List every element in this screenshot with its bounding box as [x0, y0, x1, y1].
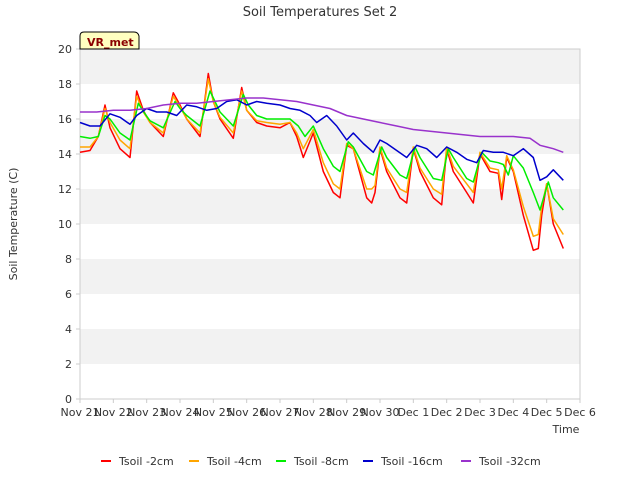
y-tick-label: 10: [58, 218, 72, 231]
background-band: [80, 364, 580, 399]
x-tick-label: Dec 3: [464, 406, 496, 419]
x-tick-label: Nov 21: [61, 406, 100, 419]
legend-label: Tsoil -8cm: [293, 455, 349, 468]
x-tick-label: Nov 24: [161, 406, 200, 419]
background-band: [80, 259, 580, 294]
y-tick-label: 14: [58, 148, 72, 161]
y-axis-label: Soil Temperature (C): [7, 168, 20, 281]
x-tick-label: Dec 6: [564, 406, 596, 419]
x-tick-label: Nov 29: [327, 406, 366, 419]
station-badge-label: VR_met: [87, 36, 134, 49]
background-band: [80, 189, 580, 224]
x-tick-label: Nov 25: [194, 406, 233, 419]
x-tick-label: Dec 4: [497, 406, 529, 419]
background-band: [80, 329, 580, 364]
legend-label: Tsoil -4cm: [206, 455, 262, 468]
series-line-tsoil-16cm: [79, 98, 564, 182]
y-tick-label: 8: [65, 253, 72, 266]
series-line-tsoil-32cm: [80, 97, 564, 154]
background-band: [80, 224, 580, 259]
y-tick-label: 16: [58, 113, 72, 126]
plot-background-bands: [80, 49, 580, 399]
x-tick-label: Nov 23: [127, 406, 166, 419]
y-tick-label: 18: [58, 78, 72, 91]
x-axis-label: Time: [552, 423, 580, 436]
legend-item: Tsoil -8cm: [276, 455, 349, 468]
x-tick-label: Nov 30: [361, 406, 400, 419]
legend-label: Tsoil -2cm: [118, 455, 174, 468]
legend-item: Tsoil -32cm: [461, 455, 541, 468]
x-tick-label: Nov 27: [261, 406, 300, 419]
x-tick-label: Dec 5: [531, 406, 563, 419]
legend-label: Tsoil -32cm: [478, 455, 541, 468]
y-axis-ticks: 0 2 4 6 8 10 12 14 16 18 20: [58, 43, 80, 406]
series-line-tsoil-4cm: [80, 78, 564, 238]
background-band: [80, 84, 580, 119]
y-tick-label: 2: [65, 358, 72, 371]
y-tick-label: 4: [65, 323, 72, 336]
background-band: [80, 49, 580, 84]
station-badge-box: [79, 31, 140, 50]
background-band: [80, 294, 580, 329]
series-line-tsoil-8cm: [79, 90, 564, 211]
x-tick-label: Dec 1: [397, 406, 429, 419]
chart-title: Soil Temperatures Set 2: [243, 5, 398, 20]
series-lines: [79, 72, 564, 252]
y-tick-label: 20: [58, 43, 72, 56]
x-tick-label: Nov 28: [294, 406, 333, 419]
legend-item: Tsoil -2cm: [101, 455, 174, 468]
x-tick-label: Nov 22: [94, 406, 133, 419]
legend: Tsoil -2cm Tsoil -4cm Tsoil -8cm Tsoil -16c…: [101, 455, 541, 468]
x-tick-label: Nov 26: [227, 406, 266, 419]
station-badge: VR_met: [79, 31, 140, 50]
legend-item: Tsoil -16cm: [363, 455, 443, 468]
x-tick-label: Dec 2: [431, 406, 463, 419]
y-tick-label: 0: [65, 393, 72, 406]
y-tick-label: 6: [65, 288, 72, 301]
y-tick-label: 12: [58, 183, 72, 196]
legend-label: Tsoil -16cm: [380, 455, 443, 468]
legend-item: Tsoil -4cm: [189, 455, 262, 468]
